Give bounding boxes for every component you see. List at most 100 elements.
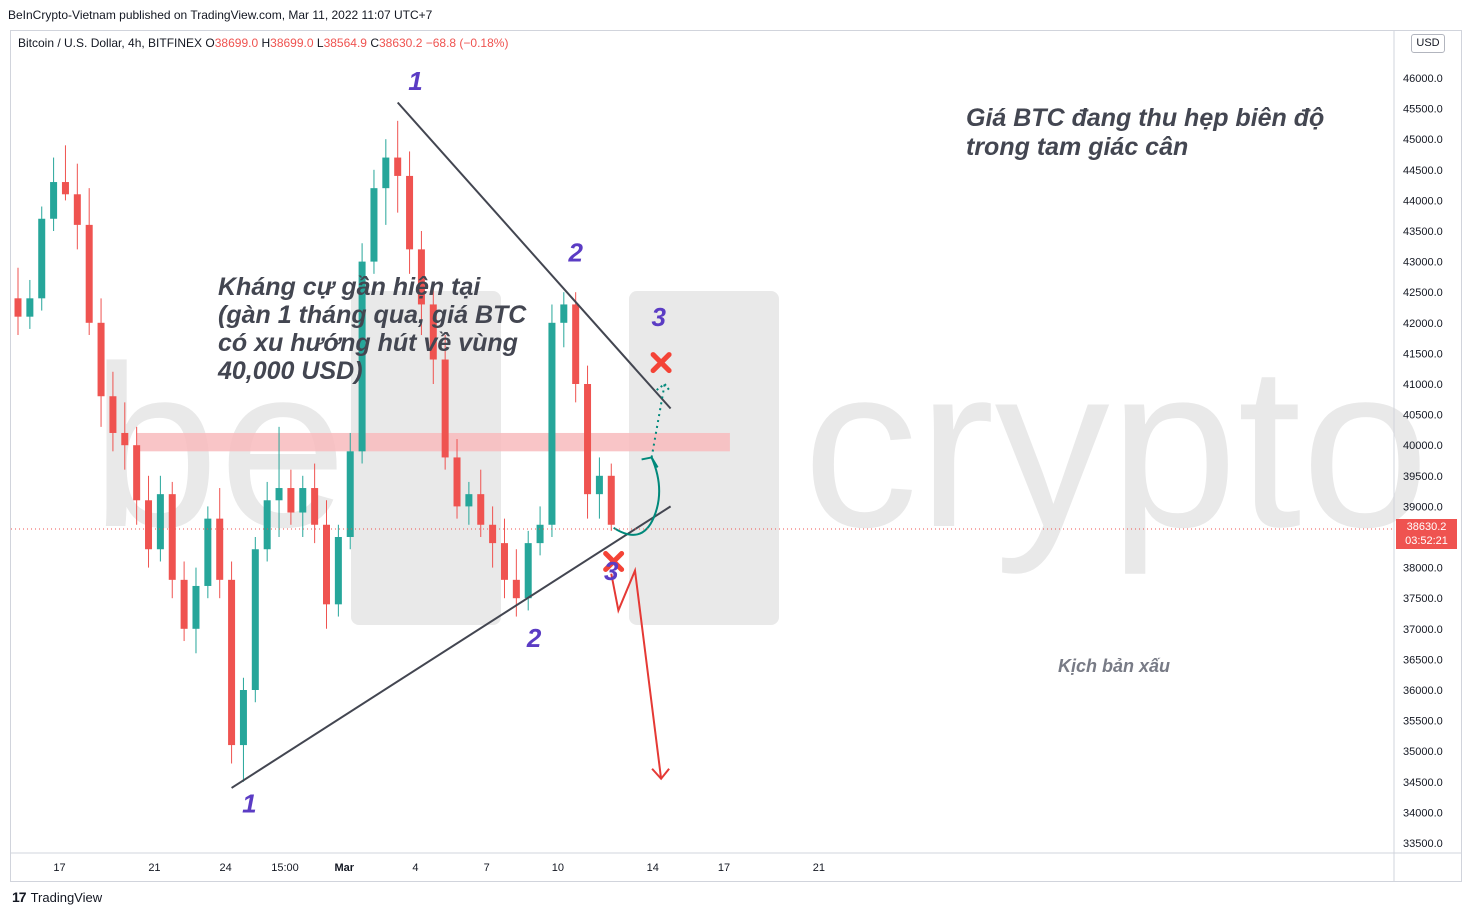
x-tick-label: 21 <box>148 862 160 874</box>
resistance-annotation: Kháng cự gần hiện tại (gàn 1 tháng qua, … <box>218 273 527 385</box>
y-tick-label: 45500.0 <box>1403 104 1443 116</box>
bad-scenario-label: Kịch bản xấu <box>1058 656 1171 676</box>
bearish-arrow-head <box>651 768 670 781</box>
y-tick-label: 35000.0 <box>1403 746 1443 758</box>
bullish-dotted-head <box>656 382 672 393</box>
last-price-tag: 38630.2 03:52:21 <box>1396 519 1457 549</box>
y-tick-label: 36500.0 <box>1403 654 1443 666</box>
candle-body <box>299 488 307 513</box>
wave-label: 2 <box>526 623 542 653</box>
candle-body <box>477 494 485 525</box>
candle-body <box>14 298 22 317</box>
candle-body <box>536 524 544 544</box>
y-tick-label: 35500.0 <box>1403 716 1443 728</box>
candle-body <box>239 690 247 746</box>
watermark-bar-right <box>629 291 779 625</box>
candle-body <box>500 543 508 580</box>
y-tick-label: 33500.0 <box>1403 838 1443 850</box>
candle-body <box>607 475 615 525</box>
bullish-dotted-path <box>650 383 666 458</box>
x-tick-label: 17 <box>53 862 65 874</box>
candle-body <box>370 188 378 262</box>
y-tick-label: 44000.0 <box>1403 195 1443 207</box>
breakdown-cross-lower <box>603 550 625 572</box>
y-tick-label: 40500.0 <box>1403 410 1443 422</box>
tradingview-logo-icon[interactable]: 17 <box>12 889 27 905</box>
x-tick-label: 24 <box>220 862 232 874</box>
currency-button[interactable]: USD <box>1411 34 1445 53</box>
lower-trendline <box>231 505 672 789</box>
candle-body <box>228 579 236 746</box>
y-tick-label: 41000.0 <box>1403 379 1443 391</box>
y-tick-label: 34000.0 <box>1403 807 1443 819</box>
y-tick-label: 43500.0 <box>1403 226 1443 238</box>
y-tick-label: 45000.0 <box>1403 134 1443 146</box>
candle-body <box>73 194 81 225</box>
candle-body <box>311 488 319 525</box>
close-value: 38630.2 <box>378 36 423 50</box>
y-tick-label: 43000.0 <box>1403 257 1443 269</box>
candle-body <box>133 445 141 501</box>
y-tick-label: 34500.0 <box>1403 777 1443 789</box>
candle-body <box>572 304 580 384</box>
candle-body <box>346 451 354 537</box>
chart-canvas[interactable]: be crypto46000.045500.045000.044500.04400… <box>11 31 1461 881</box>
y-tick-label: 44500.0 <box>1403 165 1443 177</box>
footer: 17 TradingView <box>12 889 102 905</box>
y-tick-label: 42000.0 <box>1403 318 1443 330</box>
watermark-bar-left <box>351 291 501 625</box>
candle-body <box>26 298 34 317</box>
bar-countdown: 03:52:21 <box>1405 535 1448 547</box>
y-tick-label: 37000.0 <box>1403 624 1443 636</box>
wave-label: 2 <box>567 238 583 268</box>
candle-body <box>216 518 224 580</box>
candle-body <box>394 157 402 176</box>
watermark-text-right: crypto <box>803 318 1429 575</box>
y-tick-label: 39000.0 <box>1403 501 1443 513</box>
candle-body <box>322 524 330 605</box>
candle-body <box>382 157 390 189</box>
candle-body <box>334 537 342 605</box>
candle-body <box>121 432 129 446</box>
upper-trendline <box>396 101 672 410</box>
y-tick-label: 39500.0 <box>1403 471 1443 483</box>
high-label: H <box>261 36 271 50</box>
candle-body <box>61 182 69 195</box>
candle-body <box>156 494 164 550</box>
wave-label: 3 <box>604 556 619 586</box>
open-label: O <box>205 36 215 50</box>
change-value: −68.8 (−0.18%) <box>425 36 509 50</box>
wave-label: 3 <box>651 302 666 332</box>
candle-body <box>465 494 473 507</box>
candle-body <box>85 224 93 323</box>
candle-body <box>204 518 212 586</box>
y-tick-label: 46000.0 <box>1403 73 1443 85</box>
x-tick-label: 17 <box>718 862 730 874</box>
low-value: 38564.9 <box>323 36 367 50</box>
candle-body <box>50 182 58 219</box>
publish-info: BeInCrypto-Vietnam published on TradingV… <box>8 8 433 22</box>
symbol-label[interactable]: Bitcoin / U.S. Dollar, 4h, BITFINEX <box>18 36 203 50</box>
wave-label: 1 <box>242 788 256 818</box>
open-value: 38699.0 <box>214 36 259 50</box>
x-tick-label: 14 <box>647 862 659 874</box>
candle-body <box>417 249 425 305</box>
candle-body <box>453 457 461 507</box>
x-tick-label: 10 <box>552 862 564 874</box>
candle-body <box>109 396 117 433</box>
bullish-arrow <box>613 457 661 536</box>
x-tick-label: Mar <box>335 862 355 874</box>
y-tick-label: 41500.0 <box>1403 348 1443 360</box>
chart-legend: Bitcoin / U.S. Dollar, 4h, BITFINEX O386… <box>18 36 508 50</box>
x-tick-label: 4 <box>412 862 418 874</box>
candle-body <box>180 579 188 629</box>
candle-body <box>548 322 556 525</box>
candle-body <box>97 322 105 397</box>
top-annotation: Giá BTC đang thu hẹp biên độ trong tam g… <box>966 104 1325 161</box>
target-cross-upper <box>650 352 672 374</box>
candle-body <box>524 543 532 599</box>
candle-body <box>595 475 603 495</box>
close-label: C <box>370 36 379 50</box>
y-tick-label: 38000.0 <box>1403 563 1443 575</box>
footer-brand[interactable]: TradingView <box>30 889 103 905</box>
